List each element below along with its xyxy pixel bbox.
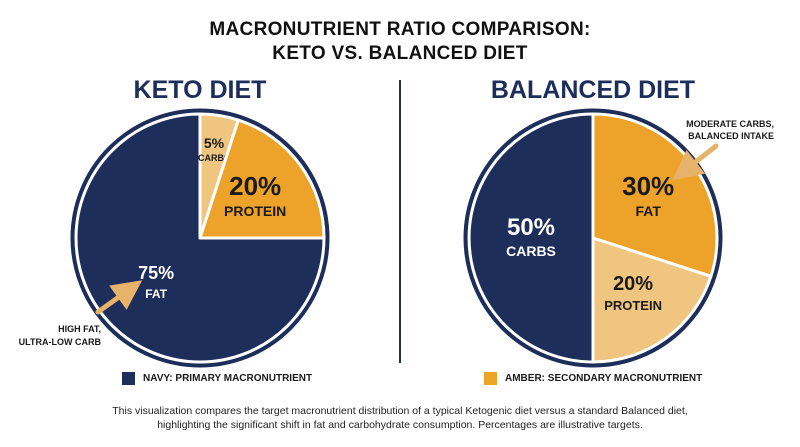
- caption: This visualization compares the target m…: [20, 404, 780, 432]
- legend-swatch-navy: [122, 372, 135, 385]
- pie-slice-protein: [591, 236, 713, 364]
- pie-category-label-carbs: CARBS: [198, 153, 230, 163]
- pie-category-label-fat: FAT: [635, 203, 661, 219]
- pie-value-label-protein: 20%: [613, 273, 653, 295]
- pie-value-label-fat: 75%: [138, 263, 174, 283]
- keto-chart-title: KETO DIET: [134, 76, 267, 104]
- pie-category-label-carbs: CARBS: [506, 243, 556, 259]
- balanced-annotation-arrow: [672, 143, 719, 181]
- pie-value-label-protein: 20%: [229, 171, 281, 201]
- pie-slice-carbs: [467, 112, 595, 364]
- legend-item-navy: NAVY: PRIMARY MACRONUTRIENT: [122, 372, 312, 385]
- legend-label-amber: AMBER: SECONDARY MACRONUTRIENT: [505, 373, 703, 384]
- title-line-1: MACRONUTRIENT RATIO COMPARISON:: [209, 19, 591, 40]
- keto-annotation-line-1: HIGH FAT,: [58, 324, 101, 334]
- caption-line-2: highlighting the significant shift in fa…: [157, 419, 643, 431]
- chart-title: MACRONUTRIENT RATIO COMPARISON: KETO VS.…: [0, 18, 800, 66]
- legend-label-navy: NAVY: PRIMARY MACRONUTRIENT: [143, 373, 313, 384]
- keto-annotation-arrow: [95, 280, 143, 315]
- balanced-annotation-line-1: MODERATE CARBS,: [686, 119, 774, 129]
- pie-value-label-carbs: 50%: [507, 214, 555, 241]
- pie-category-label-protein: PROTEIN: [224, 203, 286, 219]
- pie-slice-protein: [198, 118, 326, 240]
- pie-value-label-carbs: 5%: [204, 135, 225, 151]
- balanced-pie: 50% CARBS 30% FAT 20% PROTEIN: [463, 108, 723, 368]
- balanced-chart-title: BALANCED DIET: [491, 76, 695, 104]
- title-line-2: KETO VS. BALANCED DIET: [272, 43, 528, 64]
- balanced-annotation-line-2: BALANCED INTAKE: [688, 131, 774, 141]
- pie-value-label-fat: 30%: [622, 171, 674, 201]
- legend-swatch-amber: [484, 372, 497, 385]
- caption-line-1: This visualization compares the target m…: [112, 405, 688, 417]
- keto-annotation-line-2: ULTRA-LOW CARB: [19, 337, 102, 347]
- keto-pie: 75% FAT 5% CARBS 20% PROTEIN: [70, 108, 330, 368]
- pie-category-label-protein: PROTEIN: [604, 298, 662, 313]
- center-divider: [399, 80, 401, 363]
- pie-category-label-fat: FAT: [145, 287, 167, 301]
- legend-item-amber: AMBER: SECONDARY MACRONUTRIENT: [484, 372, 702, 385]
